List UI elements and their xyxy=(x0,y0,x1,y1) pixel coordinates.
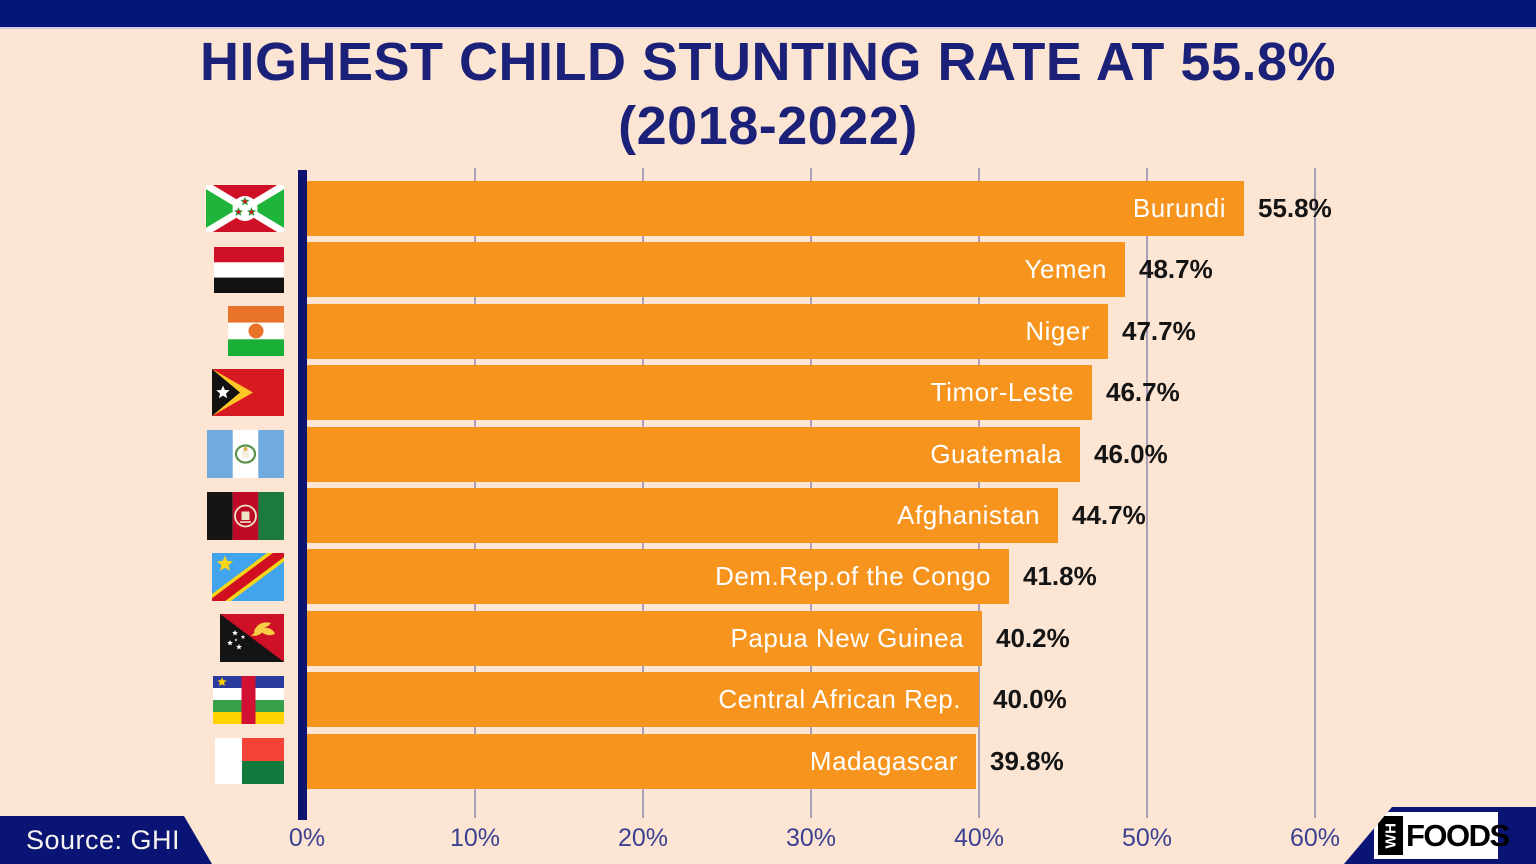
dr-congo-flag xyxy=(212,553,284,601)
guatemala-flag xyxy=(207,430,284,478)
dr-congo-flag-wrap xyxy=(212,553,284,601)
country-label: Timor-Leste xyxy=(930,377,1074,408)
country-label: Papua New Guinea xyxy=(730,622,964,653)
value-label: 40.2% xyxy=(996,622,1070,653)
country-label: Guatemala xyxy=(930,438,1062,469)
yemen-flag xyxy=(214,247,284,293)
timor-leste-flag xyxy=(212,369,284,416)
madagascar-flag-wrap xyxy=(215,738,284,784)
country-label: Burundi xyxy=(1132,193,1226,223)
burundi-flag-wrap xyxy=(206,185,284,232)
whfoods-logo-box: WH FOODS xyxy=(1374,812,1510,859)
niger-flag xyxy=(228,306,284,356)
chart-title-line1: HIGHEST CHILD STUNTING RATE AT 55.8% xyxy=(199,32,1337,92)
gridline-50% xyxy=(1146,168,1148,818)
source-banner: Source: GHI xyxy=(0,816,212,864)
bar: Timor-Leste xyxy=(307,365,1092,421)
value-label: 44.7% xyxy=(1072,500,1146,530)
x-tick-label: 30% xyxy=(785,824,837,852)
value-label: 55.8% xyxy=(1258,193,1332,223)
x-tick-label: 0% xyxy=(288,824,326,852)
papua-new-guinea-flag xyxy=(220,614,284,662)
bar: Afghanistan xyxy=(307,488,1058,543)
value-label: 39.8% xyxy=(990,745,1064,776)
chart-title: HIGHEST CHILD STUNTING RATE AT 55.8% (20… xyxy=(0,30,1536,158)
x-tick-label: 50% xyxy=(1121,824,1173,852)
foods-logo-text: FOODS xyxy=(1406,817,1510,853)
gridline-60% xyxy=(1314,168,1316,818)
papua-new-guinea-flag-wrap xyxy=(220,614,284,662)
niger-flag-wrap xyxy=(228,306,284,356)
country-label: Central African Rep. xyxy=(718,684,961,715)
bar: Burundi xyxy=(307,181,1244,236)
burundi-flag xyxy=(206,185,284,232)
country-label: Dem.Rep.of the Congo xyxy=(715,561,991,592)
bar: Central African Rep. xyxy=(307,672,979,728)
country-label: Afghanistan xyxy=(897,500,1040,530)
yemen-flag-wrap xyxy=(214,247,284,293)
madagascar-flag xyxy=(215,738,284,784)
value-label: 40.0% xyxy=(993,684,1067,715)
y-axis-line xyxy=(298,170,307,820)
x-tick-label: 20% xyxy=(617,824,669,852)
value-label: 46.0% xyxy=(1094,438,1168,469)
x-tick-label: 60% xyxy=(1289,824,1341,852)
value-label: 41.8% xyxy=(1023,561,1097,592)
x-tick-label: 40% xyxy=(953,824,1005,852)
bar: Madagascar xyxy=(307,733,976,789)
bar: Papua New Guinea xyxy=(307,610,982,666)
bar: Dem.Rep.of the Congo xyxy=(307,549,1009,605)
guatemala-flag-wrap xyxy=(207,430,284,478)
central-african-republic-flag-wrap xyxy=(213,676,284,724)
afghanistan-flag xyxy=(207,492,284,540)
source-label: Source: GHI xyxy=(26,824,181,855)
value-label: 47.7% xyxy=(1122,315,1196,346)
afghanistan-flag-wrap xyxy=(207,492,284,540)
chart-title-line2: (2018-2022) xyxy=(618,96,918,156)
bar: Guatemala xyxy=(307,426,1080,482)
whfoods-logo: WH FOODS xyxy=(1344,807,1536,864)
top-banner-bar xyxy=(0,0,1536,29)
bar: Yemen xyxy=(307,242,1125,298)
country-label: Yemen xyxy=(1024,254,1107,285)
wh-logo-mark: WH xyxy=(1378,816,1403,855)
bar: Niger xyxy=(307,303,1108,359)
timor-leste-flag-wrap xyxy=(212,369,284,416)
country-label: Niger xyxy=(1025,315,1090,346)
country-label: Madagascar xyxy=(809,745,958,776)
x-tick-label: 10% xyxy=(449,824,501,852)
value-label: 48.7% xyxy=(1139,254,1213,285)
value-label: 46.7% xyxy=(1106,377,1180,408)
central-african-republic-flag xyxy=(213,676,284,724)
